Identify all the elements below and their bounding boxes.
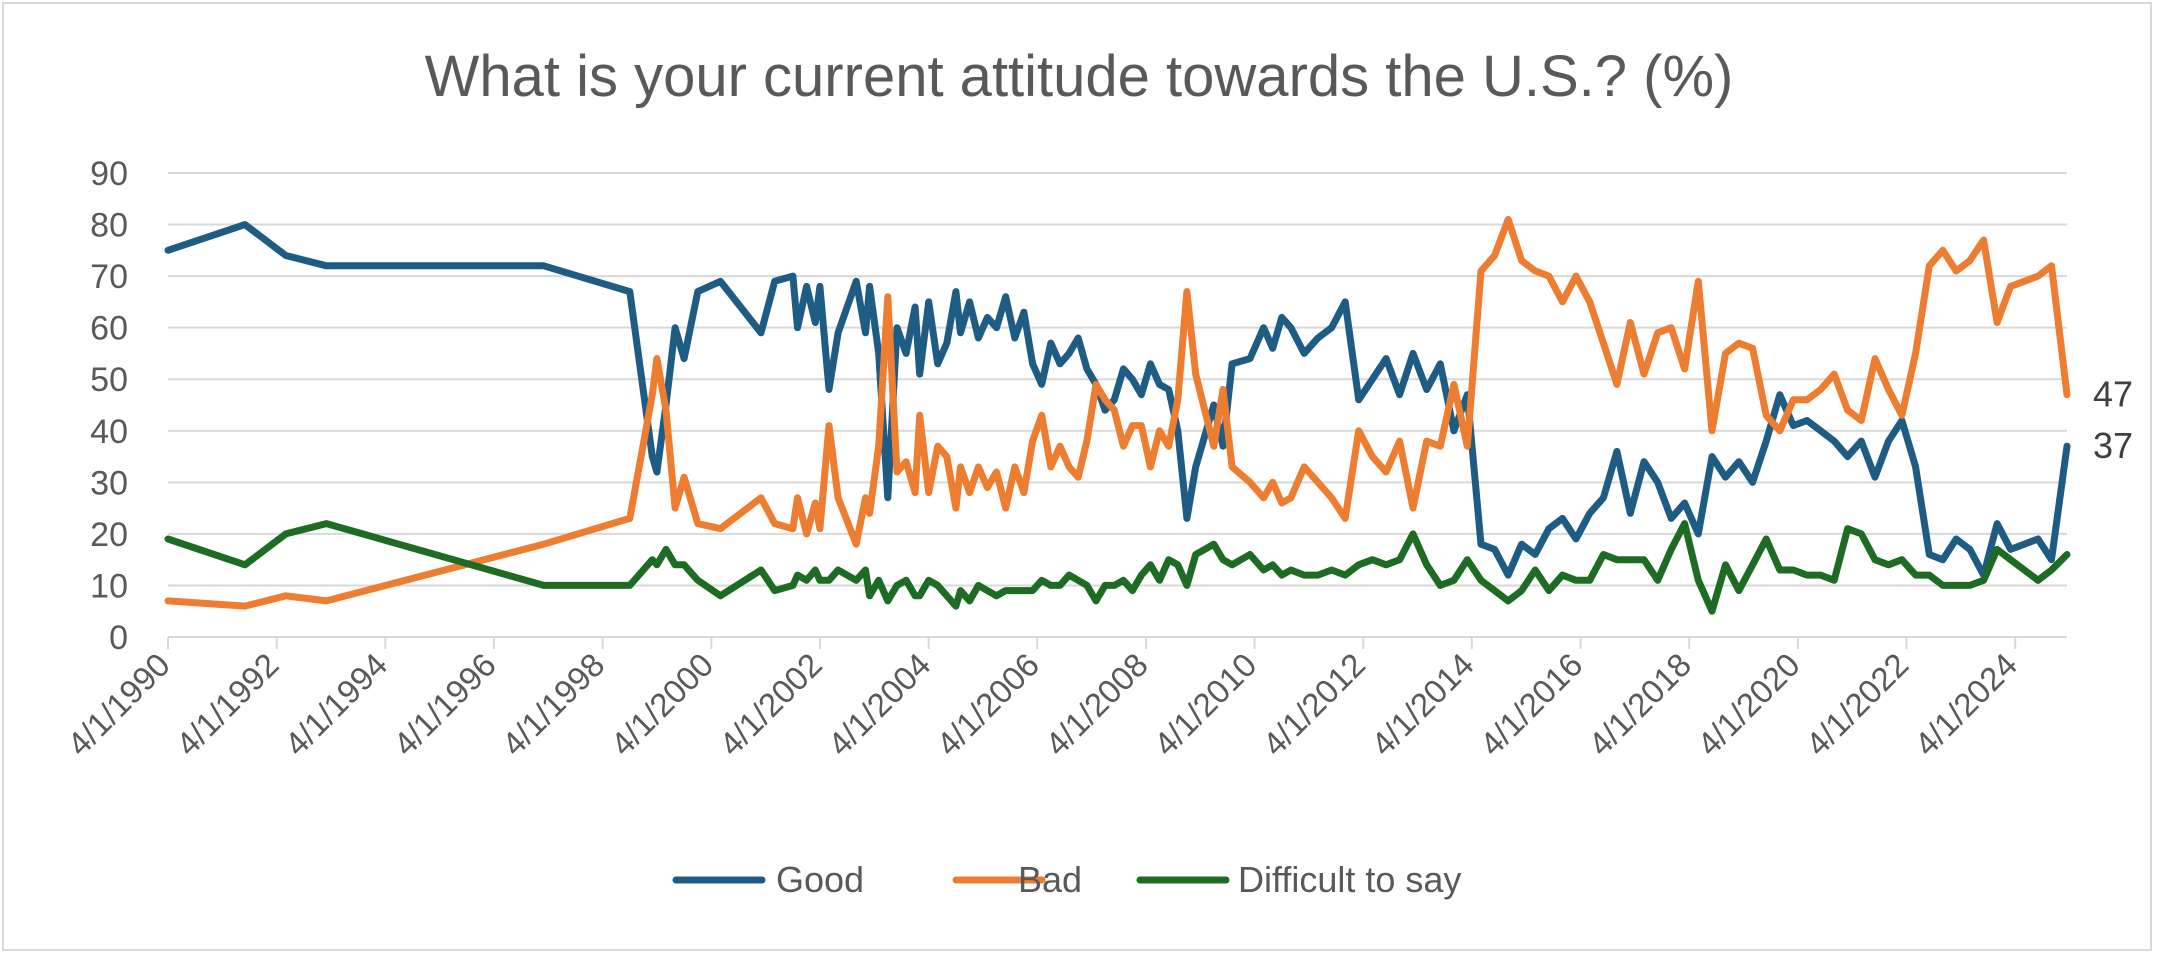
series-line-difficult-to-say bbox=[164, 520, 2071, 615]
y-tick-label: 0 bbox=[109, 619, 128, 657]
x-tick-label: 4/1/2012 bbox=[1255, 646, 1372, 763]
x-tick-label: 4/1/2016 bbox=[1473, 646, 1590, 763]
x-tick-label: 4/1/1990 bbox=[60, 646, 177, 763]
series-lines bbox=[164, 215, 2071, 615]
series-line-good bbox=[164, 221, 2071, 579]
x-tick-label: 4/1/2014 bbox=[1364, 646, 1481, 763]
end-label-good: 37 bbox=[2093, 425, 2133, 466]
x-tick-label: 4/1/1996 bbox=[386, 646, 503, 763]
x-tick-label: 4/1/1998 bbox=[495, 646, 612, 763]
x-tick-label: 4/1/2010 bbox=[1147, 646, 1264, 763]
gridlines bbox=[168, 172, 2067, 587]
x-tick-label: 4/1/2004 bbox=[821, 646, 938, 763]
x-tick-label: 4/1/2002 bbox=[712, 646, 829, 763]
end-label-bad: 47 bbox=[2093, 374, 2133, 415]
x-axis: 4/1/19904/1/19924/1/19944/1/19964/1/1998… bbox=[60, 636, 2067, 763]
y-axis-ticks: 0 10 20 30 40 50 60 70 80 90 bbox=[90, 155, 128, 657]
x-tick-label: 4/1/2024 bbox=[1907, 646, 2024, 763]
x-tick-label: 4/1/2020 bbox=[1690, 646, 1807, 763]
y-tick-label: 10 bbox=[90, 567, 128, 605]
x-tick-label: 4/1/2008 bbox=[1038, 646, 1155, 763]
y-tick-label: 40 bbox=[90, 413, 128, 451]
x-tick-label: 4/1/1994 bbox=[277, 646, 394, 763]
x-tick-label: 4/1/2006 bbox=[929, 646, 1046, 763]
y-tick-label: 60 bbox=[90, 310, 128, 348]
legend-label-bad: Bad bbox=[1018, 859, 1082, 900]
x-tick-label: 4/1/2022 bbox=[1798, 646, 1915, 763]
series-line-bad bbox=[164, 215, 2071, 610]
x-tick-label: 4/1/1992 bbox=[169, 646, 286, 763]
y-tick-label: 30 bbox=[90, 464, 128, 502]
y-tick-label: 20 bbox=[90, 516, 128, 554]
legend-label-good: Good bbox=[776, 859, 864, 900]
legend-label-difficult-to-say: Difficult to say bbox=[1238, 859, 1461, 900]
legend: Good Bad Difficult to say bbox=[672, 859, 1461, 900]
y-tick-label: 50 bbox=[90, 361, 128, 399]
y-tick-label: 70 bbox=[90, 258, 128, 296]
x-tick-label: 4/1/2000 bbox=[603, 646, 720, 763]
y-tick-label: 80 bbox=[90, 207, 128, 245]
chart-title: What is your current attitude towards th… bbox=[425, 44, 1734, 109]
y-tick-label: 90 bbox=[90, 155, 128, 193]
x-tick-label: 4/1/2018 bbox=[1581, 646, 1698, 763]
